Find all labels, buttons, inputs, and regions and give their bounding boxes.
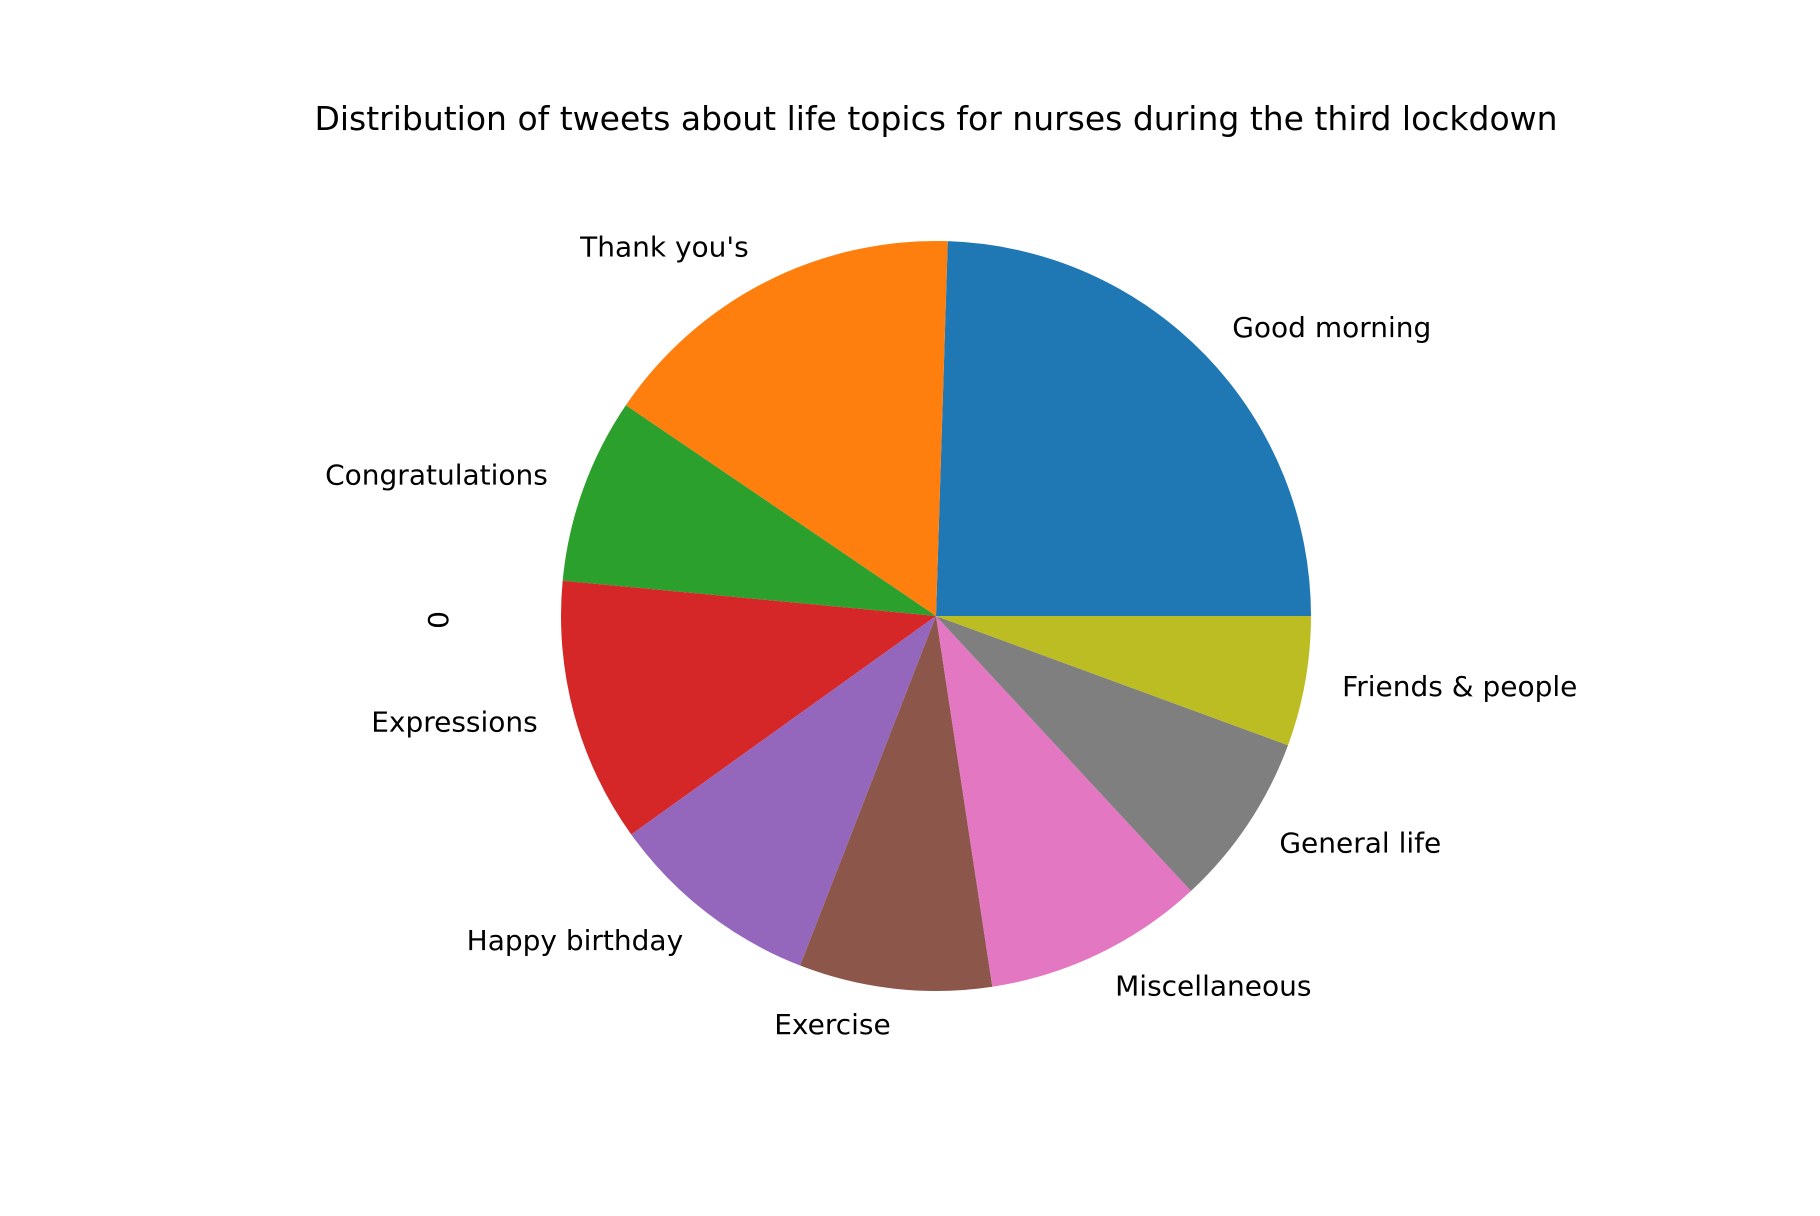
pie-label-expressions: Expressions	[371, 706, 538, 739]
pie-slice-miscellaneous	[936, 616, 1191, 987]
pie-slice-happy-birthday	[631, 616, 936, 966]
pie-labels: Good morning Thank you's Congratulations Ex…	[325, 230, 1577, 1041]
pie-label-good-morning: Good morning	[1232, 311, 1431, 344]
pie-label-congratulations: Congratulations	[325, 458, 548, 491]
y-axis-label: 0	[422, 611, 455, 629]
pie-slice-good-morning	[936, 241, 1311, 616]
pie-slice-friends-people	[936, 616, 1311, 746]
pie-label-general-life: General life	[1279, 827, 1441, 860]
pie-label-happy-birthday: Happy birthday	[467, 924, 684, 957]
chart-title: Distribution of tweets about life topics…	[314, 99, 1557, 138]
pie-label-thank-you-s: Thank you's	[579, 230, 749, 263]
pie-label-exercise: Exercise	[774, 1008, 891, 1041]
pie-slice-exercise	[800, 616, 993, 991]
pie-label-miscellaneous: Miscellaneous	[1115, 970, 1311, 1003]
pie-slice-thank-you-s	[625, 240, 948, 616]
pie-slices	[561, 240, 1311, 991]
pie-label-friends-people: Friends & people	[1342, 670, 1577, 703]
pie-slice-congratulations	[562, 405, 936, 616]
pie-slice-general-life	[936, 616, 1289, 891]
pie-slice-expressions	[561, 580, 936, 835]
